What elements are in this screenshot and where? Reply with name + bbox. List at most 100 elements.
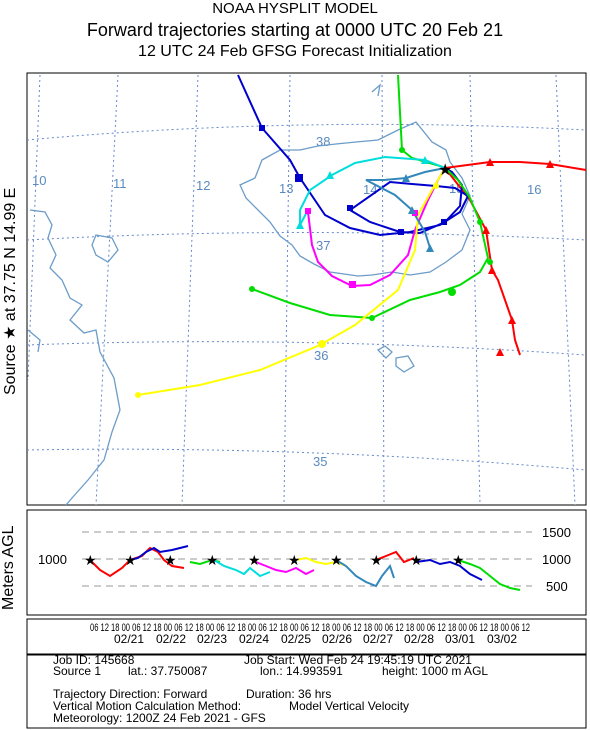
coastline — [27, 83, 471, 506]
marker-red — [496, 348, 504, 356]
marker-red — [488, 266, 496, 274]
marker-blue — [398, 229, 404, 235]
lon-label: 11 — [113, 176, 127, 191]
date-label: 02/21 — [114, 632, 144, 646]
trajectory-magenta — [307, 167, 446, 288]
title-line-3: 12 UTC 24 Feb GFSG Forecast Initializati… — [138, 43, 452, 60]
marker-cyan — [421, 156, 429, 164]
marker-magenta — [349, 281, 356, 288]
trajectory-yellow — [137, 167, 446, 396]
marker-red — [482, 226, 490, 234]
marker-green — [399, 147, 405, 153]
graticule — [26, 74, 587, 506]
trajectory-paths — [137, 74, 587, 396]
date-label: 02/27 — [363, 632, 393, 646]
date-label: 02/26 — [322, 632, 352, 646]
start-star-icon: ★ — [124, 553, 137, 569]
lon-label: 10 — [32, 173, 46, 188]
job-id: Job ID: 145668 — [53, 653, 135, 667]
profile-yellow — [295, 556, 347, 567]
source-lon: lon.: 14.993591 — [260, 664, 343, 678]
profile-blue-2 — [415, 558, 483, 581]
marker-cyan — [296, 221, 304, 229]
title-line-1: NOAA HYSPLIT MODEL — [212, 0, 378, 17]
trajectory-blue — [237, 74, 470, 237]
marker-yellow — [318, 340, 326, 348]
marker-yellow — [135, 392, 141, 398]
start-star-icon: ★ — [288, 553, 301, 569]
marker-teal — [402, 174, 410, 182]
lat-label: 36 — [314, 348, 328, 363]
trajectory-direction: Trajectory Direction: Forward — [53, 687, 208, 701]
profile-frame — [26, 509, 587, 616]
marker-red — [486, 158, 494, 166]
lon-label: 16 — [527, 182, 541, 197]
marker-blue — [295, 174, 303, 182]
hour-row: 06 12 18 00 06 12 18 00 06 12 18 00 06 1… — [90, 622, 530, 634]
start-star-icon: ★ — [248, 553, 261, 569]
title-line-2: Forward trajectories starting at 0000 UT… — [86, 20, 504, 40]
map-frame — [26, 72, 587, 506]
profile-gridlines — [82, 531, 532, 587]
date-label: 03/01 — [445, 632, 475, 646]
date-label: 02/22 — [156, 632, 186, 646]
date-label: 02/25 — [281, 632, 311, 646]
meteorology: Meteorology: 1200Z 24 Feb 2021 - GFS — [53, 711, 266, 725]
time-axis-labels: 06 12 18 00 06 12 18 00 06 12 18 00 06 1… — [90, 622, 530, 646]
marker-green — [477, 219, 483, 225]
profile-stars: ★ ★ ★ ★ ★ ★ ★ ★ ★ ★ — [84, 553, 465, 569]
date-label: 02/28 — [404, 632, 434, 646]
profile-green-2 — [457, 559, 521, 591]
profile-axis-labels: 1000 1500 1000 500 — [38, 525, 571, 594]
start-star-icon: ★ — [84, 553, 97, 569]
source-axis-label: Source ★ at 37.75 N 14.99 E — [2, 187, 19, 395]
marker-teal — [426, 244, 434, 252]
marker-teal — [408, 206, 416, 214]
lat-label: 37 — [316, 238, 330, 253]
source-star-icon: ★ — [438, 160, 452, 179]
marker-blue — [259, 125, 265, 131]
vertical-motion-value: Model Vertical Velocity — [289, 699, 410, 713]
marker-green — [448, 288, 456, 296]
lon-label: 13 — [279, 181, 293, 196]
height-tick: 500 — [546, 579, 568, 594]
date-label: 02/23 — [197, 632, 227, 646]
height-tick: 1500 — [542, 525, 571, 540]
marker-blue — [441, 219, 447, 225]
marker-green — [369, 315, 375, 321]
profile-lines — [89, 545, 521, 591]
trajectory-teal — [365, 167, 446, 249]
profile-cyan — [213, 559, 271, 578]
profile-y-label: Meters AGL — [0, 525, 17, 610]
marker-red — [546, 160, 554, 168]
job-start: Job Start: Wed Feb 24 19:45:19 UTC 2021 — [244, 653, 472, 667]
time-axis-frame — [26, 618, 587, 655]
profile-teal — [335, 559, 395, 588]
start-star-icon: ★ — [410, 553, 423, 569]
source-number: Source 1 — [53, 664, 102, 678]
start-star-icon: ★ — [452, 553, 465, 569]
height-left-value: 1000 — [38, 552, 67, 567]
lat-label: 38 — [316, 134, 330, 149]
source-height: height: 1000 m AGL — [382, 664, 489, 678]
marker-blue — [347, 205, 353, 211]
start-star-icon: ★ — [164, 553, 177, 569]
marker-red — [508, 316, 516, 324]
trajectory-red-south — [444, 167, 521, 356]
date-label: 02/24 — [239, 632, 269, 646]
start-star-icon: ★ — [370, 553, 383, 569]
lon-label: 12 — [196, 178, 210, 193]
profile-blue — [129, 545, 189, 561]
profile-magenta — [255, 561, 315, 576]
height-tick: 1000 — [542, 552, 571, 567]
profile-red-2 — [375, 550, 415, 564]
info-box — [26, 654, 587, 729]
start-star-icon: ★ — [330, 553, 343, 569]
vertical-motion-label: Vertical Motion Calculation Method: — [53, 699, 242, 713]
duration: Duration: 36 hrs — [246, 687, 332, 701]
start-star-icon: ★ — [206, 553, 219, 569]
marker-yellow — [433, 183, 439, 189]
source-lat: lat.: 37.750087 — [128, 664, 208, 678]
